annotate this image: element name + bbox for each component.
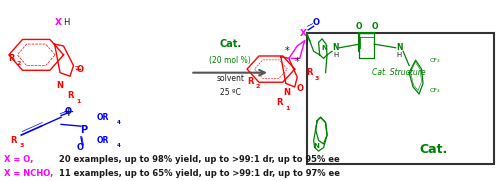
Text: R: R [68,91,74,100]
Text: H: H [396,52,402,58]
Text: 2: 2 [256,84,260,89]
Text: 4: 4 [116,120,120,125]
Text: Cat.: Cat. [420,143,448,156]
Text: H: H [333,52,338,58]
Text: 2: 2 [16,61,21,66]
Text: +: + [62,105,74,119]
Text: 4: 4 [116,143,120,148]
Text: X: X [55,18,62,27]
Text: 25 ºC: 25 ºC [220,88,240,97]
Text: *: * [295,57,300,67]
Text: O: O [65,107,72,116]
Text: R: R [247,77,254,86]
Text: O: O [76,65,84,74]
Text: H: H [63,18,69,27]
Text: N: N [322,45,328,51]
Text: Cat.: Cat. [219,39,241,49]
Text: 20 examples, up to 98% yield, up to >99:1 dr, up to 95% ee: 20 examples, up to 98% yield, up to >99:… [58,155,340,164]
Text: 11 examples, up to 65% yield, up to >99:1 dr, up to 97% ee: 11 examples, up to 65% yield, up to >99:… [58,169,340,178]
Text: O: O [355,22,362,31]
Text: P: P [80,125,87,135]
Text: (20 mol %): (20 mol %) [209,56,251,65]
Text: 3: 3 [315,75,320,81]
Text: 1: 1 [76,99,80,104]
Text: OR: OR [97,113,109,122]
Text: X = NCHO,: X = NCHO, [4,169,53,178]
Text: solvent: solvent [216,73,244,83]
Text: N: N [396,43,402,52]
Text: O: O [372,22,378,31]
Text: Cat. Structure: Cat. Structure [372,68,426,77]
Text: 3: 3 [19,143,24,148]
Text: R: R [276,98,283,108]
Text: *: * [285,46,290,56]
Text: R: R [306,68,313,77]
Bar [307,33,494,164]
Text: N: N [332,43,339,52]
Text: O: O [296,84,303,93]
Text: R: R [10,136,17,145]
Text: 1: 1 [285,106,290,111]
Text: O: O [312,18,319,27]
Text: X = O,: X = O, [4,155,33,164]
Text: OR: OR [97,136,109,145]
Text: N: N [283,88,290,97]
Text: N: N [314,143,320,149]
Text: R: R [8,54,14,63]
Text: CF₃: CF₃ [430,58,440,63]
Text: O: O [76,143,84,152]
Text: CF₃: CF₃ [430,88,440,93]
Text: X: X [300,29,307,38]
Text: N: N [56,81,64,90]
